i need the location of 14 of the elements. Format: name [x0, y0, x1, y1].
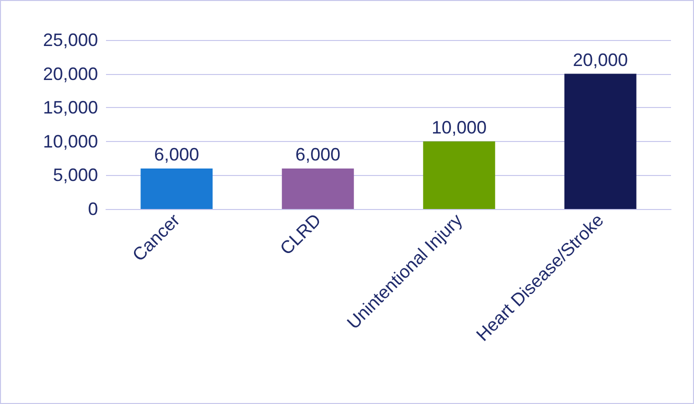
- data-label: 6,000: [154, 144, 200, 164]
- y-tick-label: 25,000: [42, 30, 98, 50]
- bar: [564, 74, 636, 209]
- bar: [423, 141, 496, 209]
- y-tick-label: 5,000: [52, 165, 98, 186]
- data-label: 20,000: [572, 50, 628, 70]
- y-tick-label: 15,000: [42, 98, 98, 118]
- bar: [140, 168, 213, 209]
- y-tick-label: 20,000: [42, 64, 98, 84]
- bar: [282, 168, 354, 209]
- y-tick-label: 10,000: [42, 131, 98, 152]
- data-label: 6,000: [295, 144, 340, 164]
- y-tick-label: 0: [88, 199, 98, 219]
- data-label: 10,000: [432, 117, 487, 138]
